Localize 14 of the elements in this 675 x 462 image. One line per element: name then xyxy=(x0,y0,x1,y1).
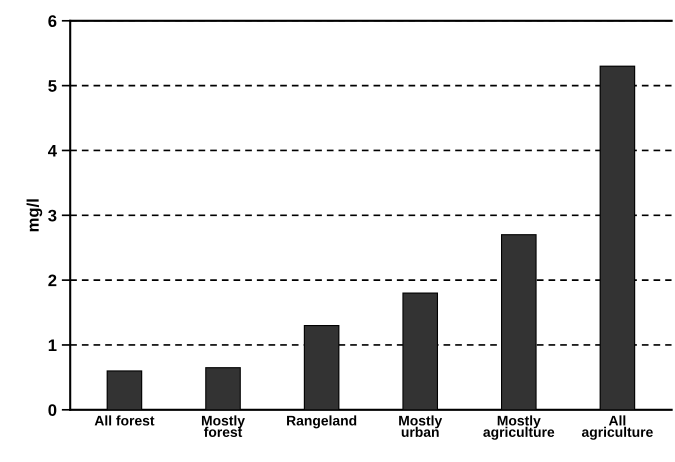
y-tick-label: 5 xyxy=(48,80,57,92)
x-tick-label: Rangeland xyxy=(287,415,356,428)
y-tick-label: 4 xyxy=(48,145,57,156)
x-tick-label: Mostly forest xyxy=(202,415,245,437)
x-tick-label: All agriculture xyxy=(582,415,653,440)
y-tick-label: 0 xyxy=(48,404,56,416)
y-axis-title: mg/l xyxy=(26,199,42,232)
y-tick-label: 6 xyxy=(48,15,56,27)
x-tick-label: Mostly agriculture xyxy=(483,415,554,440)
x-tick-label: All forest xyxy=(94,415,154,426)
y-tick-label: 3 xyxy=(48,210,56,222)
y-tick-label: 2 xyxy=(48,274,56,286)
y-tick-label: 1 xyxy=(48,340,57,351)
x-tick-label: Mostly urban xyxy=(399,415,442,437)
